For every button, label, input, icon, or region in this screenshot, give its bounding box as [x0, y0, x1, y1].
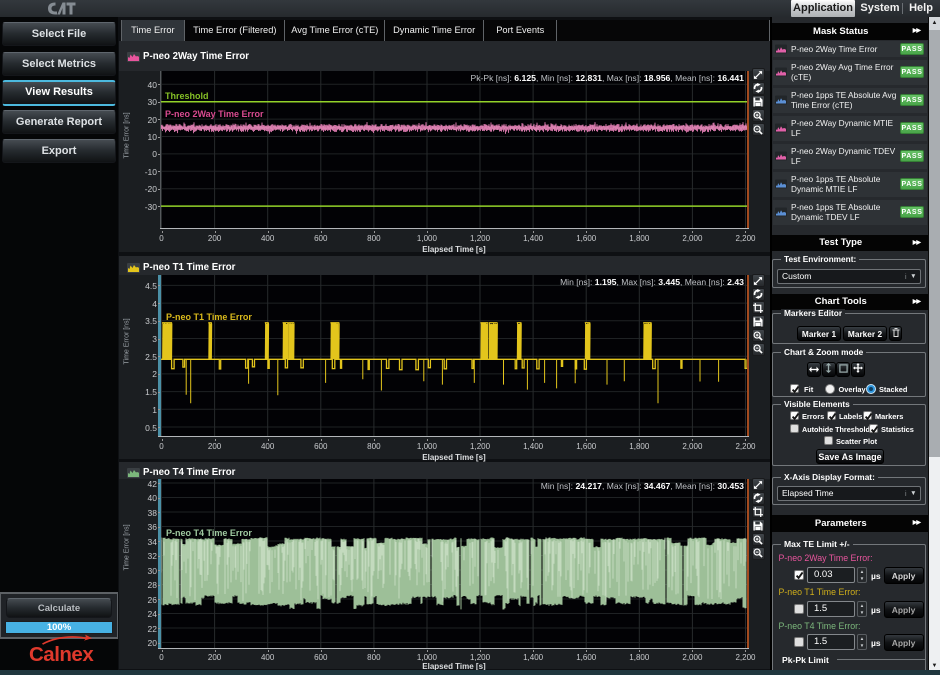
svg-text:Calnex: Calnex — [29, 643, 94, 666]
